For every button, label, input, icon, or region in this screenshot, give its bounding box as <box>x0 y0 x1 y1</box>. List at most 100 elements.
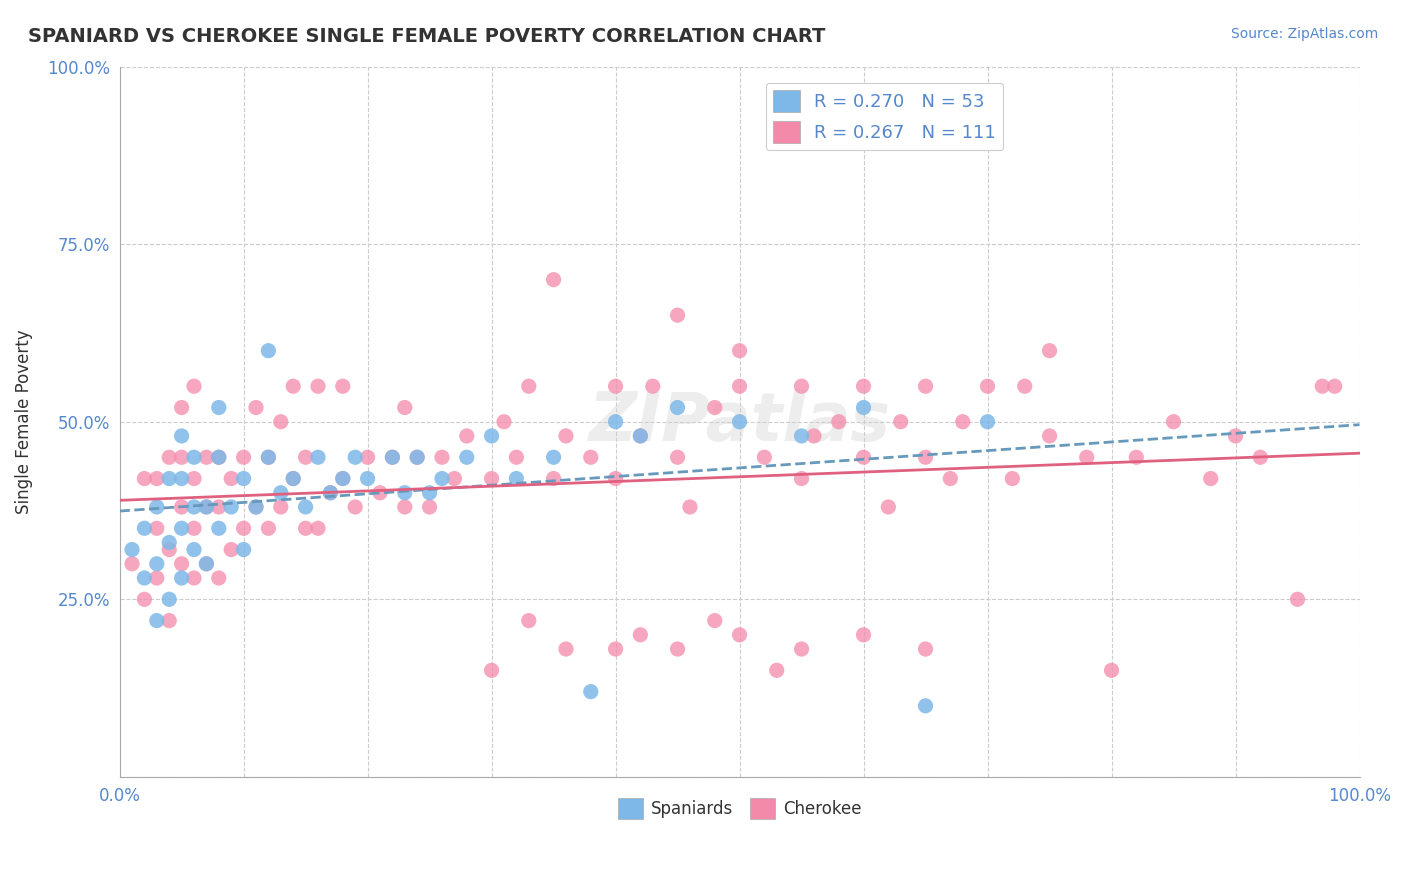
Point <box>232 450 254 465</box>
Point <box>877 500 900 514</box>
Point <box>170 471 193 485</box>
Point <box>914 698 936 713</box>
Point <box>505 471 527 485</box>
Point <box>257 450 280 465</box>
Point <box>195 450 218 465</box>
Point <box>406 450 429 465</box>
Point <box>146 557 169 571</box>
Point <box>294 521 316 535</box>
Point <box>952 415 974 429</box>
Point <box>852 450 875 465</box>
Point <box>332 471 354 485</box>
Point <box>790 471 813 485</box>
Point <box>1001 471 1024 485</box>
Point <box>319 485 342 500</box>
Point <box>1038 429 1060 443</box>
Point <box>1038 343 1060 358</box>
Point <box>406 450 429 465</box>
Point <box>803 429 825 443</box>
Point <box>283 379 305 393</box>
Point <box>765 663 787 677</box>
Point <box>1163 415 1185 429</box>
Point <box>1199 471 1222 485</box>
Point <box>146 521 169 535</box>
Point <box>183 379 205 393</box>
Point <box>146 614 169 628</box>
Point <box>517 614 540 628</box>
Point <box>666 450 689 465</box>
Point <box>679 500 702 514</box>
Point <box>257 450 280 465</box>
Point <box>790 642 813 657</box>
Point <box>294 450 316 465</box>
Point <box>430 450 453 465</box>
Point <box>219 542 242 557</box>
Point <box>270 500 292 514</box>
Point <box>344 450 367 465</box>
Point <box>183 521 205 535</box>
Point <box>481 429 503 443</box>
Point <box>728 628 751 642</box>
Point <box>1076 450 1098 465</box>
Point <box>183 542 205 557</box>
Point <box>157 542 180 557</box>
Point <box>283 471 305 485</box>
Point <box>245 500 267 514</box>
Point <box>754 450 776 465</box>
Point <box>419 500 441 514</box>
Point <box>157 592 180 607</box>
Point <box>703 401 725 415</box>
Point <box>628 628 651 642</box>
Point <box>219 500 242 514</box>
Point <box>394 401 416 415</box>
Point <box>170 500 193 514</box>
Point <box>195 500 218 514</box>
Point <box>307 379 329 393</box>
Point <box>605 415 627 429</box>
Point <box>157 471 180 485</box>
Point <box>1014 379 1036 393</box>
Point <box>1249 450 1271 465</box>
Point <box>319 485 342 500</box>
Point <box>852 379 875 393</box>
Point <box>195 500 218 514</box>
Point <box>914 642 936 657</box>
Point <box>605 642 627 657</box>
Point <box>728 379 751 393</box>
Point <box>394 485 416 500</box>
Point <box>703 614 725 628</box>
Point <box>430 471 453 485</box>
Point <box>134 521 156 535</box>
Point <box>543 273 565 287</box>
Point <box>208 450 231 465</box>
Point <box>208 450 231 465</box>
Point <box>183 500 205 514</box>
Point <box>270 485 292 500</box>
Point <box>183 471 205 485</box>
Point <box>914 450 936 465</box>
Point <box>157 450 180 465</box>
Point <box>579 450 602 465</box>
Point <box>257 521 280 535</box>
Point <box>976 415 998 429</box>
Point <box>157 535 180 549</box>
Point <box>666 308 689 322</box>
Point <box>790 379 813 393</box>
Point <box>605 379 627 393</box>
Point <box>257 343 280 358</box>
Point <box>1225 429 1247 443</box>
Point <box>628 429 651 443</box>
Point <box>394 500 416 514</box>
Point <box>443 471 465 485</box>
Point <box>1323 379 1346 393</box>
Point <box>666 642 689 657</box>
Point <box>828 415 851 429</box>
Point <box>1101 663 1123 677</box>
Point <box>170 557 193 571</box>
Point <box>121 557 143 571</box>
Point <box>505 450 527 465</box>
Point <box>481 663 503 677</box>
Point <box>666 401 689 415</box>
Point <box>1125 450 1147 465</box>
Point <box>146 500 169 514</box>
